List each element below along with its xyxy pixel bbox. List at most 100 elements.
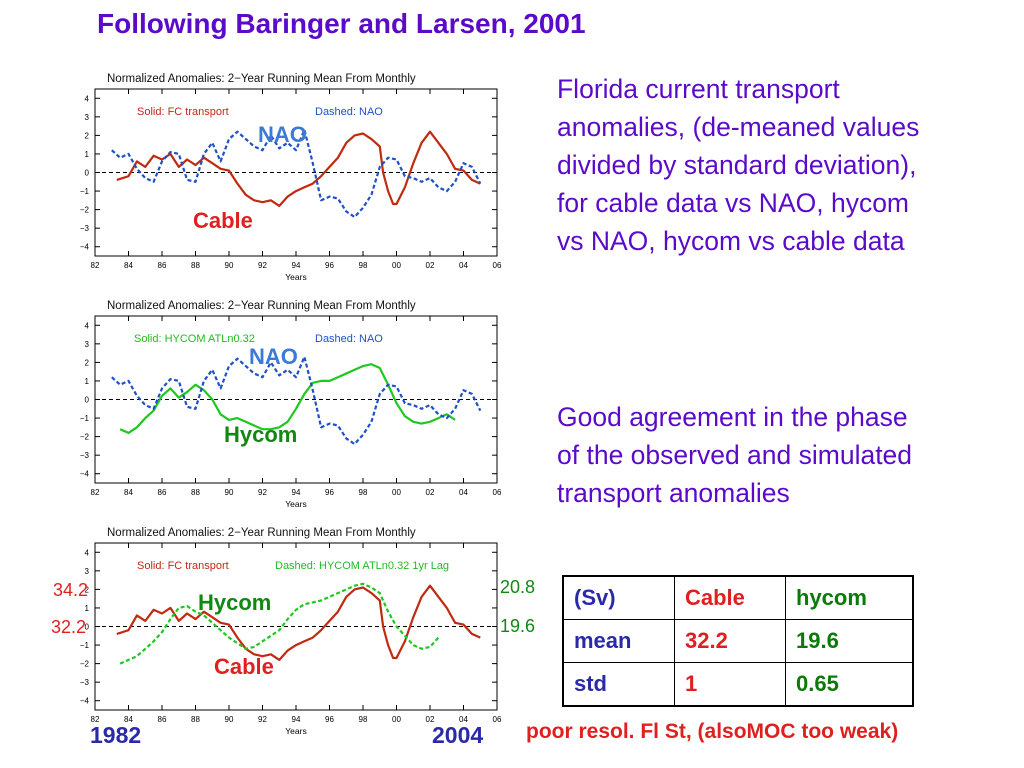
side-label-hycom-mean: 19.6	[500, 616, 535, 636]
x-tick-label: 02	[426, 261, 435, 270]
row-label-std: std	[562, 662, 675, 707]
y-tick-label: −2	[80, 206, 90, 215]
header-cell-hycom: hycom	[785, 575, 914, 620]
y-tick-label: −3	[80, 451, 90, 460]
description-paragraph: Florida current transport anomalies, (de…	[557, 74, 920, 256]
x-tick-label: 90	[225, 488, 234, 497]
x-tick-label: 98	[359, 261, 368, 270]
y-tick-label: 2	[85, 131, 90, 140]
cable-std-value: 1	[674, 662, 786, 707]
x-tick-label: 82	[91, 715, 100, 724]
hycom-mean-value: 19.6	[785, 619, 914, 663]
x-tick-label: 92	[258, 715, 267, 724]
chart-annotation: Cable	[214, 654, 274, 679]
footnote: poor resol. Fl St, (alsoMOC too weak)	[526, 720, 899, 743]
chart-annotation: Hycom	[198, 590, 271, 615]
y-tick-label: −1	[80, 187, 90, 196]
legend-entry: Dashed: NAO	[315, 333, 383, 345]
legend-entry: Solid: FC transport	[137, 106, 229, 118]
chart-annotation: NAO	[258, 122, 307, 147]
row-label-mean: mean	[562, 619, 675, 663]
x-tick-label: 04	[459, 488, 468, 497]
y-tick-label: −3	[80, 678, 90, 687]
x-tick-label: 06	[493, 488, 502, 497]
x-tick-label: 94	[292, 488, 301, 497]
legend-entry: Solid: HYCOM ATLn0.32	[134, 333, 255, 345]
x-tick-label: 00	[392, 715, 401, 724]
x-tick-label: 04	[459, 261, 468, 270]
x-tick-label: 90	[225, 715, 234, 724]
x-tick-label: 98	[359, 715, 368, 724]
y-tick-label: 0	[85, 623, 90, 632]
x-tick-label: 96	[325, 715, 334, 724]
x-tick-label: 02	[426, 488, 435, 497]
start-year-label: 1982	[90, 722, 142, 748]
y-tick-label: −2	[80, 433, 90, 442]
series-line-hycom-atln0-32-1yr-lag	[119, 582, 440, 665]
x-tick-label: 88	[191, 261, 200, 270]
x-tick-label: 94	[292, 261, 301, 270]
x-tick-label: 84	[124, 715, 133, 724]
header-cell-unit: (Sv)	[562, 575, 675, 620]
x-tick-label: 00	[392, 261, 401, 270]
x-tick-label: 90	[225, 261, 234, 270]
chart-annotation: Cable	[193, 208, 253, 233]
x-tick-label: 88	[191, 488, 200, 497]
x-tick-label: 82	[91, 488, 100, 497]
y-tick-label: −4	[80, 697, 90, 706]
header-cell-cable: Cable	[674, 575, 786, 620]
x-tick-label: 92	[258, 488, 267, 497]
y-tick-label: 1	[85, 150, 90, 159]
side-label-hycom-high: 20.8	[500, 577, 535, 597]
x-axis-label: Years	[285, 272, 306, 282]
y-tick-label: −3	[80, 224, 90, 233]
x-tick-label: 02	[426, 715, 435, 724]
y-tick-label: 4	[85, 321, 90, 330]
chart-title: Normalized Anomalies: 2−Year Running Mea…	[107, 527, 416, 539]
y-tick-label: 3	[85, 113, 90, 122]
table-header-row: (Sv) Cable hycom	[562, 575, 914, 620]
x-tick-label: 04	[459, 715, 468, 724]
y-tick-label: −4	[80, 470, 90, 479]
series-line-fc-transport	[116, 130, 481, 207]
side-label-cable-high: 34.2	[53, 580, 88, 600]
y-tick-label: 3	[85, 567, 90, 576]
legend-entry: Dashed: HYCOM ATLn0.32 1yr Lag	[275, 560, 449, 572]
y-tick-label: 3	[85, 340, 90, 349]
end-year-label: 2004	[432, 722, 484, 748]
x-tick-label: 00	[392, 488, 401, 497]
legend-entry: Solid: FC transport	[137, 560, 229, 572]
y-tick-label: 0	[85, 169, 90, 178]
x-tick-label: 06	[493, 715, 502, 724]
x-tick-label: 86	[158, 261, 167, 270]
chart-annotation: NAO	[249, 344, 298, 369]
series-line-nao	[111, 128, 482, 219]
x-tick-label: 86	[158, 488, 167, 497]
chart-title: Normalized Anomalies: 2−Year Running Mea…	[107, 73, 416, 85]
x-tick-label: 98	[359, 488, 368, 497]
y-tick-label: −1	[80, 414, 90, 423]
x-tick-label: 82	[91, 261, 100, 270]
x-tick-label: 96	[325, 261, 334, 270]
y-tick-label: −2	[80, 660, 90, 669]
y-tick-label: −4	[80, 243, 90, 252]
slide-title: Following Baringer and Larsen, 2001	[97, 8, 586, 39]
y-tick-label: 2	[85, 585, 90, 594]
y-tick-label: 4	[85, 548, 90, 557]
x-tick-label: 06	[493, 261, 502, 270]
y-tick-label: 2	[85, 358, 90, 367]
x-tick-label: 88	[191, 715, 200, 724]
legend-entry: Dashed: NAO	[315, 106, 383, 118]
side-label-cable-mean: 32.2	[51, 617, 86, 637]
x-tick-label: 84	[124, 261, 133, 270]
y-tick-label: 1	[85, 604, 90, 613]
y-tick-label: 4	[85, 94, 90, 103]
table-row: mean 32.2 19.6	[562, 619, 914, 663]
y-tick-label: 0	[85, 396, 90, 405]
chart-title: Normalized Anomalies: 2−Year Running Mea…	[107, 300, 416, 312]
x-tick-label: 86	[158, 715, 167, 724]
y-tick-label: −1	[80, 641, 90, 650]
x-tick-label: 92	[258, 261, 267, 270]
x-axis-label: Years	[285, 726, 306, 736]
